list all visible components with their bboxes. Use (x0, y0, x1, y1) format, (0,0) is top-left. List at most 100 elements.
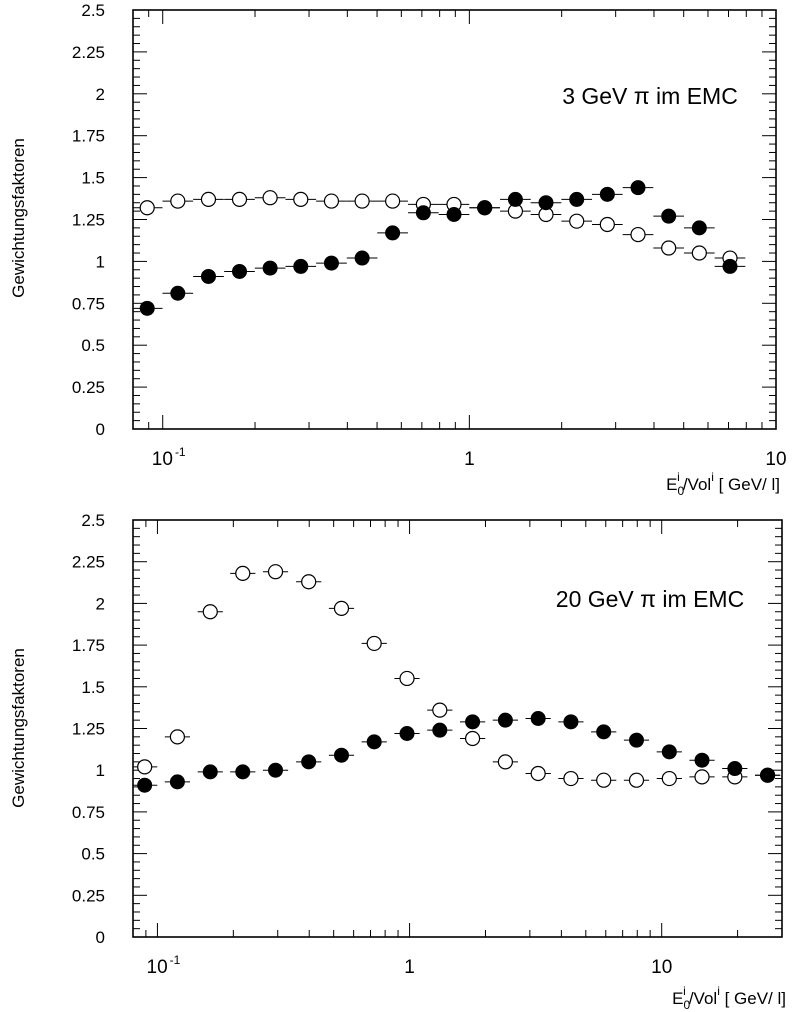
data-point (630, 180, 646, 196)
data-point (569, 213, 585, 229)
data-point (293, 191, 309, 207)
y-tick-label: 1 (96, 761, 105, 780)
data-point (262, 260, 278, 276)
series-open-circle (133, 564, 781, 788)
data-point (232, 263, 248, 279)
y-tick-label: 0.5 (81, 845, 105, 864)
data-point (267, 564, 284, 580)
data-point (399, 726, 415, 742)
series-filled-circle (133, 710, 781, 793)
data-point (202, 604, 218, 620)
data-point (727, 761, 743, 777)
tick-marks (132, 9, 777, 430)
data-point (432, 722, 448, 738)
data-point (385, 225, 401, 241)
x-tick-label: 10 -1 (152, 445, 186, 470)
data-point (661, 770, 677, 787)
y-tick-label: 2 (96, 594, 105, 613)
y-tick-label: 1.5 (81, 169, 105, 188)
data-point (139, 300, 155, 316)
data-point (399, 670, 415, 687)
y-tick-label: 0.25 (72, 378, 105, 397)
data-point (366, 734, 382, 750)
data-point (691, 245, 707, 261)
data-point (169, 729, 185, 745)
data-point (477, 200, 493, 216)
y-tick-label: 2 (96, 85, 105, 104)
data-point (661, 208, 677, 224)
data-point (301, 574, 317, 590)
y-tick-label: 0.75 (72, 294, 105, 313)
data-point (415, 205, 431, 221)
data-point (323, 193, 340, 209)
data-point (530, 710, 546, 726)
x-tick-label: 1 (464, 449, 475, 470)
data-point (200, 268, 216, 284)
data-point (599, 186, 615, 202)
data-point (722, 258, 738, 274)
data-point (497, 754, 513, 770)
data-point (464, 730, 481, 747)
series-filled-circle (133, 180, 746, 316)
data-point (694, 752, 710, 768)
data-point (301, 754, 317, 770)
top-panel: 0 0.25 0.5 0.75 1 1.25 1.5 1.75 2 2.25 2.5 10 -1 1 10E… (9, 1, 787, 498)
x-tick-label: 10 (651, 957, 672, 978)
data-point (596, 772, 612, 788)
data-point (202, 764, 218, 780)
y-axis-label: Gewichtungsfaktoren (9, 648, 28, 808)
data-point (530, 765, 546, 782)
y-tick-label: 2.25 (72, 553, 105, 572)
data-point (630, 226, 646, 243)
data-point (235, 565, 251, 581)
data-point (465, 714, 481, 730)
data-point (694, 769, 710, 785)
data-point (333, 747, 349, 763)
x-axis-label: E0i/Voli [ GeV/ l] (666, 470, 780, 498)
chart-annotation: 3 GeV π im EMC (562, 83, 738, 109)
series-open-circle (133, 190, 746, 266)
data-point (563, 714, 579, 730)
chart-annotation: 20 GeV π im EMC (556, 586, 744, 612)
y-tick-label: 0 (96, 420, 105, 439)
data-point (354, 193, 370, 209)
x-tick-label: 10 (765, 449, 786, 470)
y-tick-label: 2.5 (81, 1, 105, 20)
data-point (661, 240, 677, 256)
tick-marks (132, 519, 783, 938)
data-point (170, 285, 186, 301)
bottom-panel: 0 0.25 0.5 0.75 1 1.25 1.5 1.75 2 2.25 2.5 10 -1 1 10E… (9, 511, 786, 1012)
data-point (366, 635, 382, 652)
y-tick-label: 1 (96, 252, 105, 271)
data-point (507, 191, 523, 207)
data-point (760, 767, 776, 783)
y-tick-label: 1.25 (72, 720, 105, 739)
data-point (170, 193, 186, 209)
data-point (563, 770, 579, 787)
data-point (293, 258, 309, 274)
y-tick-label: 0 (96, 928, 105, 947)
data-point (691, 220, 707, 236)
y-tick-label: 2.5 (81, 511, 105, 530)
data-point (354, 250, 370, 266)
y-tick-label: 1.75 (72, 636, 105, 655)
data-point (446, 206, 462, 222)
y-tick-label: 1.5 (81, 678, 105, 697)
plot-frame (132, 519, 783, 938)
y-tick-label: 0.25 (72, 886, 105, 905)
data-point (628, 732, 644, 748)
data-point (628, 772, 645, 788)
data-point (231, 191, 248, 207)
data-point (432, 702, 448, 718)
data-point (538, 195, 554, 211)
data-point (262, 190, 278, 206)
data-point (139, 200, 155, 216)
data-point (385, 193, 401, 209)
data-point (137, 759, 153, 775)
data-point (596, 724, 612, 740)
x-tick-label: 1 (404, 957, 415, 978)
y-tick-label: 0.75 (72, 803, 105, 822)
x-tick-label: 10 -1 (147, 953, 181, 978)
data-point (497, 712, 513, 728)
